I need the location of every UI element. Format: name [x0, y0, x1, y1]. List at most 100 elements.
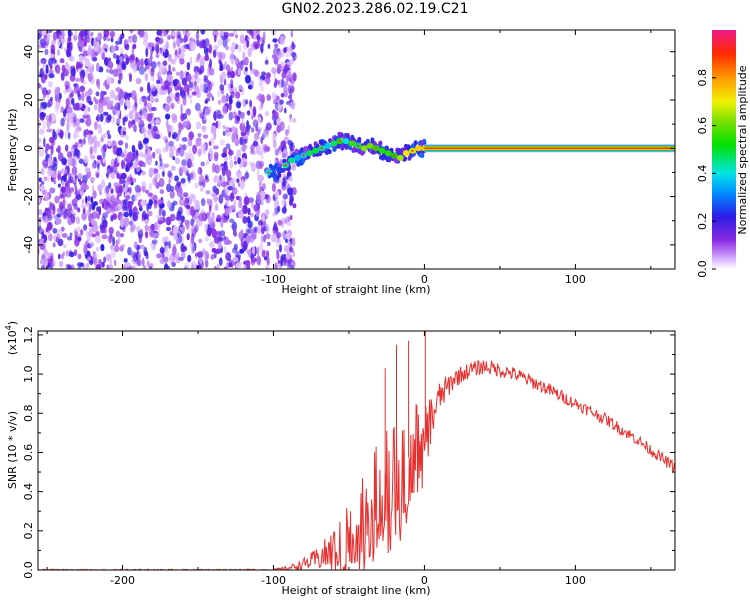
noise-speck: [38, 61, 41, 66]
noise-speck: [225, 45, 230, 51]
noise-speck: [188, 37, 195, 43]
noise-speck: [146, 260, 150, 268]
noise-speck: [96, 78, 100, 87]
noise-speck: [174, 175, 179, 182]
trace-halo: [324, 150, 329, 156]
noise-speck: [264, 256, 268, 261]
noise-speck: [240, 241, 244, 247]
noise-speck: [87, 44, 92, 55]
noise-speck: [292, 118, 297, 123]
noise-speck: [249, 99, 253, 108]
noise-speck: [218, 194, 224, 204]
noise-speck: [183, 83, 190, 93]
noise-speck: [223, 266, 228, 269]
noise-speck: [116, 182, 121, 187]
noise-speck: [220, 218, 224, 228]
noise-speck: [139, 151, 144, 158]
noise-speck: [129, 73, 132, 83]
noise-speck: [66, 122, 70, 132]
noise-speck: [242, 216, 248, 224]
noise-speck: [128, 110, 134, 120]
noise-speck: [45, 143, 50, 151]
noise-speck: [108, 68, 114, 75]
noise-speck: [266, 256, 270, 266]
noise-speck: [164, 138, 169, 144]
noise-speck: [155, 42, 160, 53]
noise-speck: [202, 83, 208, 94]
trace-point: [396, 154, 404, 161]
noise-speck: [176, 81, 181, 89]
noise-speck: [277, 219, 283, 226]
noise-speck: [256, 246, 260, 256]
noise-speck: [195, 31, 200, 40]
noise-speck: [75, 102, 80, 110]
noise-speck: [162, 65, 167, 72]
noise-speck: [247, 207, 251, 216]
noise-speck: [183, 35, 187, 44]
noise-speck: [90, 66, 93, 77]
noise-speck: [54, 92, 59, 102]
trace-point: [348, 140, 356, 147]
trace-point: [306, 150, 314, 157]
noise-speck: [138, 30, 145, 38]
noise-speck: [187, 138, 193, 147]
noise-speck: [215, 217, 222, 223]
noise-speck: [138, 66, 145, 75]
noise-speck: [180, 221, 184, 228]
noise-speck: [133, 206, 138, 213]
noise-speck: [238, 44, 242, 53]
noise-speck: [176, 92, 180, 98]
y-tick-label: 0.8: [22, 405, 35, 423]
snr-x-label: Height of straight line (km): [281, 584, 430, 597]
noise-speck: [74, 30, 78, 39]
noise-speck: [281, 199, 287, 206]
noise-speck: [224, 34, 228, 40]
noise-speck: [49, 64, 53, 70]
noise-speck: [223, 78, 227, 86]
noise-speck: [47, 174, 51, 183]
noise-speck: [114, 45, 119, 52]
noise-speck: [228, 179, 234, 187]
trace-halo: [278, 163, 283, 169]
noise-speck: [190, 218, 195, 227]
noise-speck: [194, 182, 199, 189]
noise-speck: [260, 190, 266, 200]
noise-speck: [166, 226, 171, 232]
noise-speck: [115, 185, 121, 194]
noise-speck: [168, 240, 172, 249]
noise-speck: [283, 257, 288, 264]
noise-speck: [211, 81, 215, 87]
noise-speck: [208, 204, 212, 213]
noise-speck: [252, 106, 257, 116]
noise-speck: [216, 109, 222, 120]
noise-speck: [77, 173, 83, 180]
carrier-band: [424, 147, 675, 150]
trace-point: [270, 171, 277, 178]
noise-speck: [246, 124, 252, 130]
noise-speck: [258, 181, 262, 190]
noise-speck: [157, 228, 161, 237]
noise-speck: [42, 248, 48, 256]
noise-speck: [169, 190, 175, 199]
noise-speck: [164, 263, 169, 269]
trace-halo: [372, 141, 377, 147]
colorbar: 0.0 0.2 0.4 0.6 0.8 Normalized spectral ampl…: [696, 30, 749, 278]
noise-speck: [249, 61, 253, 71]
noise-speck: [211, 228, 218, 239]
noise-speck: [161, 209, 166, 217]
noise-speck: [53, 179, 57, 185]
noise-speck: [215, 203, 218, 211]
noise-speck: [44, 48, 49, 56]
noise-speck: [136, 259, 142, 267]
noise-speck: [76, 84, 80, 91]
noise-speck: [108, 57, 111, 62]
noise-speck: [162, 147, 167, 153]
noise-speck: [61, 253, 64, 260]
noise-speck: [234, 139, 240, 147]
noise-speck: [48, 73, 55, 79]
noise-speck: [84, 60, 91, 68]
noise-speck: [276, 205, 281, 213]
noise-speck: [125, 142, 128, 149]
noise-speck: [246, 40, 250, 48]
noise-speck: [202, 142, 206, 153]
